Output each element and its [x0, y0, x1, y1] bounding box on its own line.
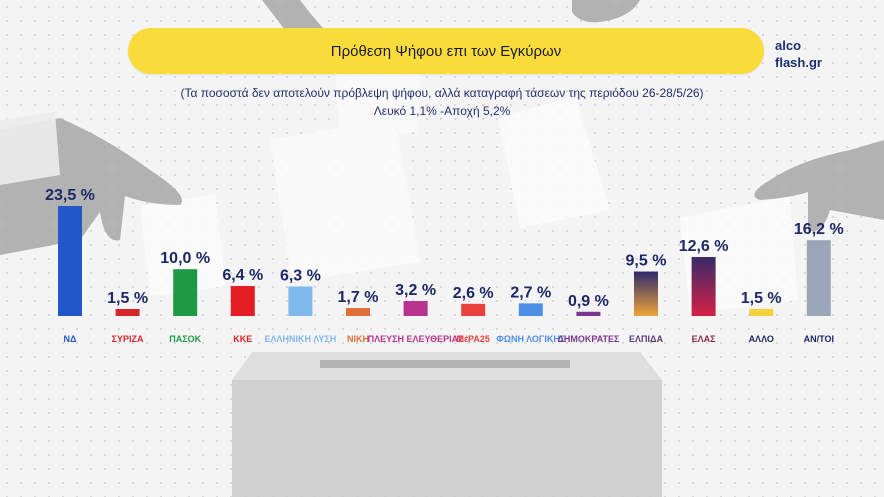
bar-5: [346, 308, 370, 316]
bar-6: [403, 301, 428, 316]
chart-title: Πρόθεση Ψήφου επι των Εγκύρων: [330, 42, 562, 60]
party-label-1: ΣΥΡΙΖΑ: [112, 334, 144, 344]
left-sleeve: [0, 112, 60, 185]
bar-2: [173, 269, 198, 316]
ballot-paper-top: [335, 58, 420, 140]
bar-7: [461, 303, 486, 316]
brand-line-1: alco: [775, 38, 802, 53]
value-label-9: 0,9 %: [568, 293, 609, 310]
bar-8: [518, 303, 543, 316]
ballot-paper-hand-left: [140, 194, 226, 296]
value-label-7: 2,6 %: [453, 285, 494, 302]
bar-9: [576, 311, 601, 316]
ballot-paper-left: [270, 118, 420, 282]
party-label-11: ΕΛΑΣ: [692, 334, 717, 344]
bars-group: 23,5 % ΝΔ 1,5 % ΣΥΡΙΖΑ 10,0 % ΠΑΣΟΚ 6,4 % ΚΚΕ 6,…: [45, 187, 844, 344]
party-label-9: ΔΗΜΟΚΡΑΤΕΣ: [557, 334, 620, 344]
right-hand: [754, 140, 884, 232]
top-hand-right: [572, 0, 640, 23]
bar-12: [749, 308, 774, 316]
ballot-box: [232, 352, 662, 497]
value-label-13: 16,2 %: [794, 221, 844, 238]
ballot-paper-center: [498, 96, 610, 228]
title-banner: Πρόθεση Ψήφου επι των Εγκύρων: [128, 28, 764, 74]
party-label-5: ΝΙΚΗ: [347, 334, 369, 344]
bar-3: [230, 286, 255, 316]
party-label-3: ΚΚΕ: [233, 334, 252, 344]
value-label-5: 1,7 %: [338, 289, 379, 306]
party-label-0: ΝΔ: [64, 334, 77, 344]
party-label-8: ΦΩΝΗ ΛΟΓΙΚΗΣ: [496, 334, 565, 344]
value-label-4: 6,3 %: [280, 268, 321, 285]
value-label-10: 9,5 %: [626, 253, 667, 270]
value-label-0: 23,5 %: [45, 187, 95, 204]
bar-4: [288, 286, 313, 316]
value-label-2: 10,0 %: [160, 250, 210, 267]
value-label-6: 3,2 %: [395, 282, 436, 299]
value-label-3: 6,4 %: [222, 267, 263, 284]
party-label-4: ΕΛΛΗΝΙΚΗ ΛΥΣΗ: [265, 334, 337, 344]
bar-10: [634, 271, 658, 316]
bar-13: [806, 240, 831, 316]
bar-0: [58, 206, 82, 316]
value-label-8: 2,7 %: [510, 284, 551, 301]
party-label-2: ΠΑΣΟΚ: [169, 334, 201, 344]
chart-note: Λευκό 1,1% -Αποχή 5,2%: [373, 104, 511, 118]
party-label-10: ΕΛΠΙΔΑ: [629, 334, 663, 344]
party-label-12: ΑΛΛΟ: [749, 334, 774, 344]
party-label-13: ΑΝ/ΤΟΙ: [804, 334, 834, 344]
value-label-11: 12,6 %: [679, 238, 729, 255]
chart-subtitle: (Τα ποσοστά δεν αποτελούν πρόβλεψη ψήφου…: [180, 86, 704, 100]
bar-1: [115, 308, 140, 316]
value-label-12: 1,5 %: [741, 290, 782, 307]
bar-11: [691, 257, 716, 316]
brand-line-2: flash.gr: [775, 55, 822, 70]
brand-logo: alco flash.gr: [775, 37, 822, 71]
party-label-7: ΜέΡΑ25: [456, 334, 489, 344]
value-label-1: 1,5 %: [107, 290, 148, 307]
party-label-6: ΠΛΕΥΣΗ ΕΛΕΥΘΕΡΙΑΣ: [368, 334, 465, 344]
